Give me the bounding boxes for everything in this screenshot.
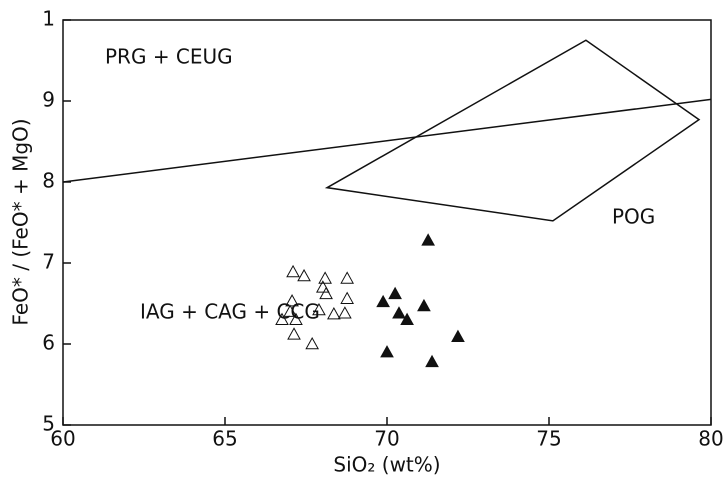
data-point <box>451 329 465 343</box>
y-tick-label: 7 <box>42 250 55 274</box>
data-point <box>425 354 439 368</box>
annotation: IAG + CAG + CCG <box>140 300 320 324</box>
field-polygon <box>324 39 701 222</box>
data-point <box>376 294 390 308</box>
x-tick-label: 65 <box>212 427 237 451</box>
x-tick-label: 60 <box>50 427 75 451</box>
data-point <box>283 304 297 317</box>
data-point <box>289 312 303 325</box>
data-point <box>338 306 352 319</box>
data-point <box>287 327 301 340</box>
y-tick-label: 8 <box>42 169 55 193</box>
data-point <box>315 280 330 293</box>
x-tick-label: 75 <box>536 427 561 451</box>
data-point <box>380 345 394 358</box>
x-tick-label: 80 <box>698 427 723 451</box>
data-point <box>340 271 354 284</box>
data-point <box>275 312 289 325</box>
data-point <box>421 233 435 246</box>
data-point <box>318 271 332 284</box>
data-point <box>285 294 299 307</box>
y-tick-label: 6 <box>42 331 55 355</box>
data-point <box>388 286 402 300</box>
data-point <box>417 298 431 312</box>
data-point <box>400 312 414 325</box>
y-tick-label: 1 <box>42 7 55 31</box>
x-axis-label: SiO₂ (wt%) <box>333 453 440 477</box>
data-point <box>319 286 333 300</box>
annotation: PRG + CEUG <box>105 45 233 69</box>
data-point <box>340 291 354 304</box>
data-point <box>392 306 406 319</box>
y-tick-label: 9 <box>42 88 55 112</box>
y-axis-label: FeO* / (FeO* + MgO) <box>9 118 33 325</box>
data-point <box>286 264 300 278</box>
data-point <box>297 268 311 282</box>
y-tick-label: 5 <box>42 412 55 436</box>
data-point <box>327 307 341 320</box>
data-point <box>305 336 320 350</box>
data-point <box>312 302 326 316</box>
x-tick-label: 70 <box>374 427 399 451</box>
reference-line <box>62 98 712 183</box>
annotation: POG <box>612 205 655 229</box>
